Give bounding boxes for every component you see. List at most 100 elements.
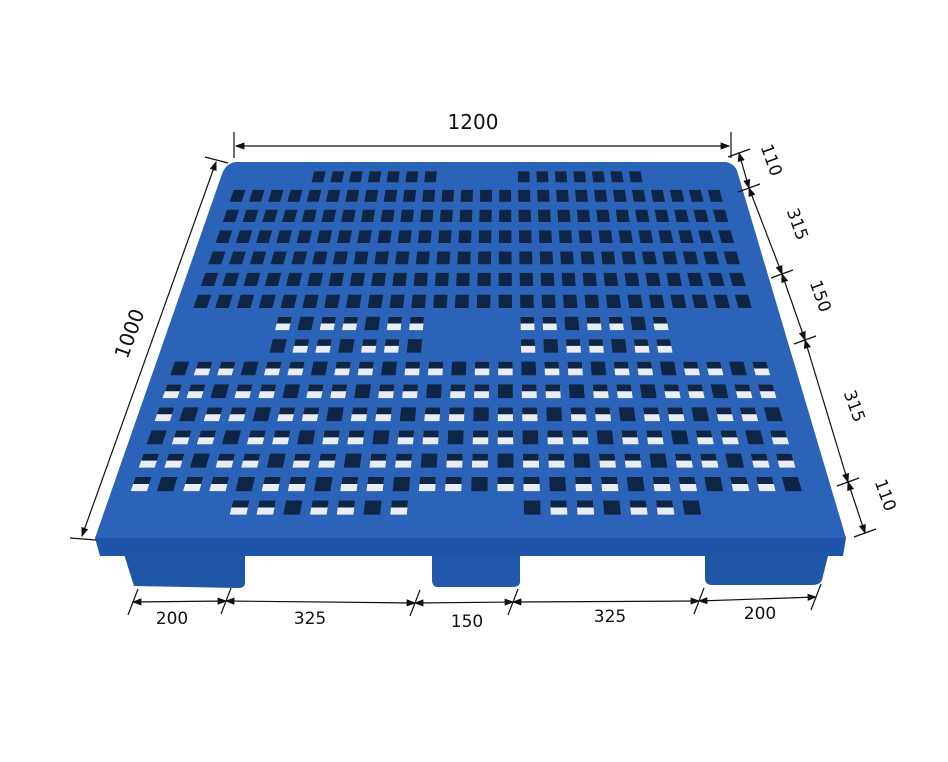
deck-hole-shadow: [273, 430, 291, 438]
deck-hole-shadow: [750, 453, 769, 461]
deck-hole: [400, 209, 414, 223]
deck-hole: [420, 209, 434, 223]
deck-hole: [447, 430, 464, 445]
deck-hole-shadow: [588, 339, 604, 346]
front-dimension-label: 325: [594, 607, 626, 627]
deck-hole-shadow: [198, 430, 217, 438]
deck-hole: [433, 294, 448, 308]
deck-hole: [626, 476, 645, 492]
deck-hole: [386, 171, 400, 183]
deck-hole: [311, 171, 326, 183]
deck-hole: [330, 171, 345, 183]
pallet-front-edge: [95, 538, 846, 556]
deck-hole: [563, 294, 578, 308]
deck-hole-shadow: [157, 407, 175, 415]
dimension-front-chain: 200 325 150 325 200: [127, 583, 822, 632]
deck-hole: [374, 251, 389, 265]
deck-hole: [606, 294, 622, 308]
deck-hole-shadow: [550, 500, 567, 508]
deck-hole: [639, 384, 657, 399]
deck-hole: [627, 294, 643, 308]
deck-hole-shadow: [586, 316, 601, 324]
deck-hole-shadow: [739, 407, 757, 415]
deck-hole-shadow: [570, 407, 587, 415]
deck-hole-shadow: [405, 361, 421, 369]
deck-hole: [729, 361, 747, 376]
deck-hole: [235, 476, 255, 492]
deck-hole: [704, 476, 724, 492]
deck-hole: [611, 339, 627, 353]
deck-hole: [345, 189, 360, 202]
deck-hole: [638, 230, 654, 243]
deck-hole: [229, 189, 246, 202]
deck-hole: [554, 171, 568, 183]
deck-hole-shadow: [231, 500, 250, 508]
dimension-line: [131, 597, 228, 606]
deck-hole-shadow: [667, 407, 684, 415]
deck-hole: [460, 189, 474, 202]
deck-hole: [451, 361, 467, 376]
deck-hole: [441, 189, 455, 202]
deck-hole: [266, 453, 286, 468]
deck-hole: [519, 251, 533, 265]
deck-hole-shadow: [351, 407, 368, 415]
deck-hole: [478, 251, 492, 265]
deck-hole-shadow: [331, 384, 348, 392]
deck-hole: [405, 171, 419, 183]
deck-hole-shadow: [370, 453, 387, 461]
deck-hole: [367, 171, 382, 183]
deck-hole: [522, 430, 539, 445]
deck-hole: [613, 189, 627, 202]
deck-hole: [399, 407, 417, 422]
deck-hole: [235, 230, 253, 243]
deck-hole: [621, 251, 637, 265]
deck-hole: [603, 500, 621, 515]
deck-hole: [781, 476, 802, 492]
deck-hole-shadow: [678, 476, 696, 485]
deck-hole: [698, 230, 714, 243]
deck-hole: [628, 171, 643, 183]
deck-hole-shadow: [636, 361, 653, 369]
deck-hole-shadow: [497, 407, 513, 415]
deck-hole: [618, 230, 633, 243]
deck-hole-shadow: [775, 453, 794, 461]
deck-hole: [438, 230, 452, 243]
deck-hole-shadow: [522, 407, 538, 415]
deck-hole-shadow: [474, 384, 490, 392]
deck-hole-shadow: [523, 476, 540, 485]
deck-hole: [456, 272, 470, 286]
deck-hole-shadow: [497, 476, 514, 485]
deck-hole: [332, 251, 349, 265]
deck-hole: [243, 272, 261, 286]
deck-hole-shadow: [419, 476, 436, 485]
dimension-line: [781, 272, 806, 342]
deck-hole: [338, 339, 355, 353]
deck-hole-shadow: [230, 407, 247, 415]
deck-hole: [478, 230, 492, 243]
deck-hole: [584, 294, 600, 308]
deck-hole-shadow: [398, 430, 415, 438]
deck-hole: [371, 272, 387, 286]
deck-hole-shadow: [674, 453, 692, 461]
deck-hole: [264, 272, 282, 286]
deck-hole-shadow: [260, 384, 277, 392]
deck-hole: [556, 189, 569, 202]
deck-hole: [499, 189, 512, 202]
deck-hole: [325, 189, 341, 202]
deck-hole-shadow: [548, 453, 565, 461]
deck-hole: [519, 272, 534, 286]
deck-hole: [402, 189, 417, 202]
deck-hole: [242, 209, 259, 223]
deck-hole: [499, 209, 512, 223]
deck-hole: [354, 384, 371, 399]
deck-hole-shadow: [730, 476, 748, 485]
deck-hole: [479, 209, 492, 223]
deck-hole: [262, 209, 278, 223]
deck-hole-shadow: [699, 453, 718, 461]
deck-hole: [497, 384, 513, 399]
deck-hole-shadow: [449, 407, 465, 415]
deck-hole: [693, 209, 709, 223]
dimension-line: [847, 480, 866, 535]
deck-hole: [710, 384, 729, 399]
deck-hole-shadow: [263, 476, 281, 485]
